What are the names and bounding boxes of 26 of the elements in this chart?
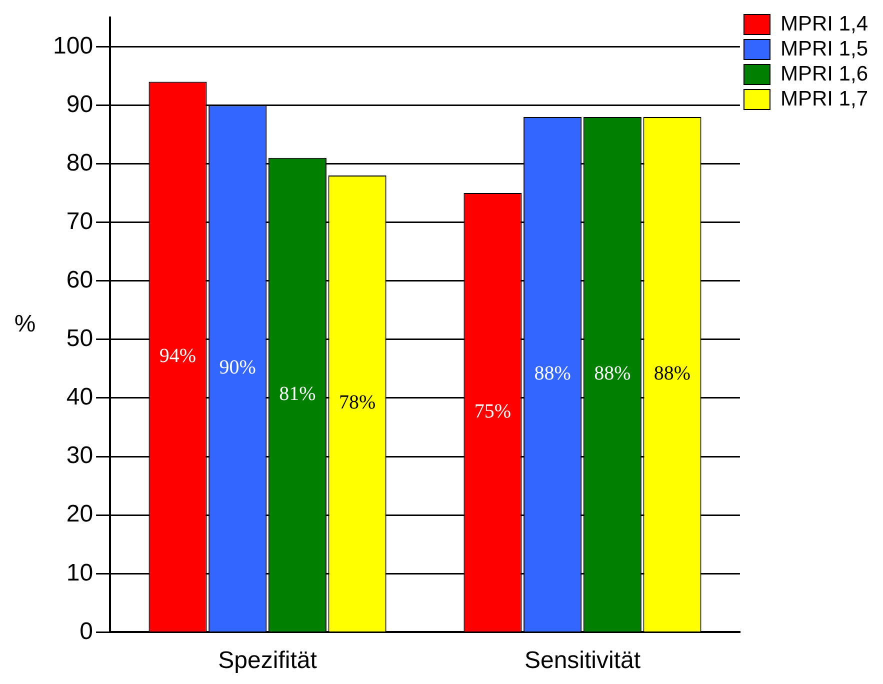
data-label: 88% <box>534 362 571 384</box>
x-tick-label: Sensitivität <box>524 647 641 674</box>
y-tick-label: 80 <box>66 149 94 176</box>
y-tick-label: 90 <box>66 90 94 118</box>
y-tick-label: 40 <box>66 384 94 411</box>
data-label: 88% <box>654 362 691 384</box>
y-tick-label: 0 <box>80 618 94 645</box>
data-label: 75% <box>474 400 512 423</box>
y-tick-label: 50 <box>66 325 94 352</box>
y-tick-label: 70 <box>66 208 94 235</box>
y-tick-label: 10 <box>66 559 94 586</box>
data-label: 81% <box>279 382 316 405</box>
data-label: 90% <box>219 356 256 379</box>
y-tick-label: 100 <box>52 32 94 60</box>
data-label: 78% <box>338 392 376 414</box>
legend-label: MPRI 1,7 <box>780 87 868 110</box>
y-axis-title: % <box>14 310 36 338</box>
legend-label: MPRI 1,5 <box>780 37 868 60</box>
x-tick-label: Spezifität <box>218 647 318 674</box>
y-tick-label: 60 <box>66 266 94 294</box>
data-label: 88% <box>594 362 631 384</box>
data-label: 94% <box>159 344 196 367</box>
legend-label: MPRI 1,4 <box>780 12 868 36</box>
y-tick-label: 20 <box>66 500 94 528</box>
y-tick-label: 30 <box>66 442 94 470</box>
legend-label: MPRI 1,6 <box>780 62 868 86</box>
